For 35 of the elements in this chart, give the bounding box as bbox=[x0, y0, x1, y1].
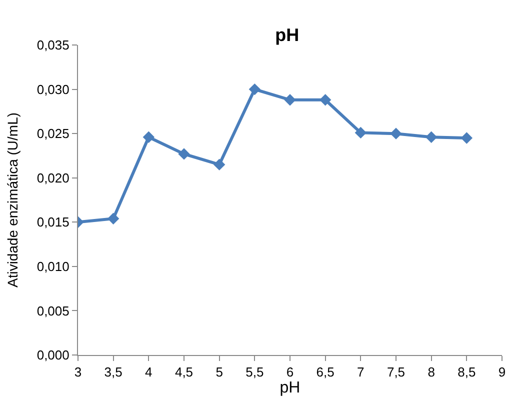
y-tick-label: 0,010 bbox=[36, 258, 70, 274]
x-tick-label: 3 bbox=[74, 364, 82, 380]
x-tick-label: 5 bbox=[216, 364, 223, 380]
point bbox=[142, 131, 155, 143]
y-tick-label: 0,030 bbox=[36, 82, 70, 97]
y-tick-label: 0,005 bbox=[36, 303, 70, 318]
point bbox=[248, 83, 261, 96]
y-tick-label: 0,015 bbox=[36, 214, 70, 230]
point bbox=[354, 126, 367, 139]
x-tick-label: 7 bbox=[357, 364, 364, 380]
x-tick-label: 8,5 bbox=[458, 364, 476, 380]
point bbox=[319, 94, 332, 106]
x-tick-label: 3,5 bbox=[104, 364, 122, 380]
x-tick-label: 9 bbox=[498, 364, 506, 380]
point bbox=[178, 148, 190, 160]
point bbox=[390, 128, 402, 140]
x-tick-label: 6,5 bbox=[316, 364, 334, 380]
point bbox=[213, 158, 226, 170]
x-tick-label: 6 bbox=[286, 364, 294, 380]
y-tick-label: 0,020 bbox=[36, 170, 70, 186]
x-tick-label: 4 bbox=[145, 364, 152, 380]
y-axis-title: Atividade enzimática (U/mL) bbox=[4, 112, 20, 288]
x-axis-title: pH bbox=[280, 380, 300, 397]
point bbox=[107, 212, 120, 224]
y-tick-label: 0,035 bbox=[36, 38, 70, 53]
y-tick-label: 0,000 bbox=[36, 348, 70, 363]
point bbox=[425, 131, 438, 143]
point bbox=[460, 132, 473, 144]
x-tick-label: 4,5 bbox=[174, 364, 194, 380]
point bbox=[284, 94, 296, 106]
y-tick-label: 0,025 bbox=[36, 126, 70, 142]
chart-title: pH bbox=[275, 24, 300, 45]
x-tick-label: 7,5 bbox=[386, 364, 406, 380]
x-tick-label: 8 bbox=[428, 364, 435, 380]
x-tick-label: 5,5 bbox=[246, 364, 264, 380]
